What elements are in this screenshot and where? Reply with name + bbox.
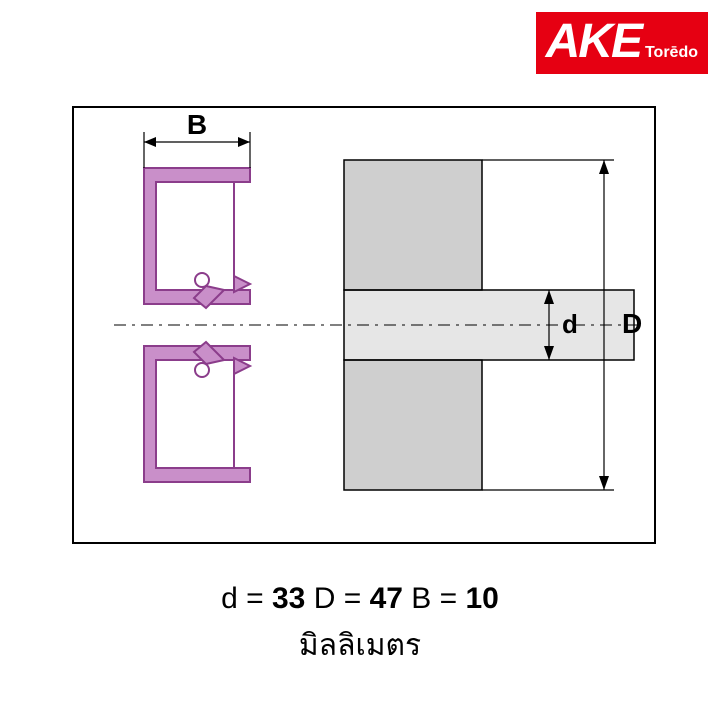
seal-cross-section-lower xyxy=(144,342,250,482)
label-d: d xyxy=(562,309,578,339)
caption-unit: มิลลิเมตร xyxy=(0,622,720,669)
dimension-B: B xyxy=(144,109,250,168)
logo-sub-text: Torēdo xyxy=(645,44,698,66)
label-B: B xyxy=(187,109,207,140)
brand-logo: AKE Torēdo xyxy=(536,12,708,74)
value-d: 33 xyxy=(272,582,305,615)
diagram-frame: B D d xyxy=(72,106,656,544)
housing-bottom xyxy=(344,360,482,490)
dimension-caption: d = 33 D = 47 B = 10 มิลลิเมตร xyxy=(0,582,720,669)
label-D: D xyxy=(622,308,642,339)
value-B: 10 xyxy=(466,582,499,615)
caption-line-1: d = 33 D = 47 B = 10 xyxy=(0,582,720,616)
logo-main-text: AKE xyxy=(546,18,641,66)
value-D: 47 xyxy=(370,582,403,615)
seal-cross-section-upper xyxy=(144,168,250,308)
housing-top xyxy=(344,160,482,290)
seal-diagram-svg: B D d xyxy=(74,108,654,542)
